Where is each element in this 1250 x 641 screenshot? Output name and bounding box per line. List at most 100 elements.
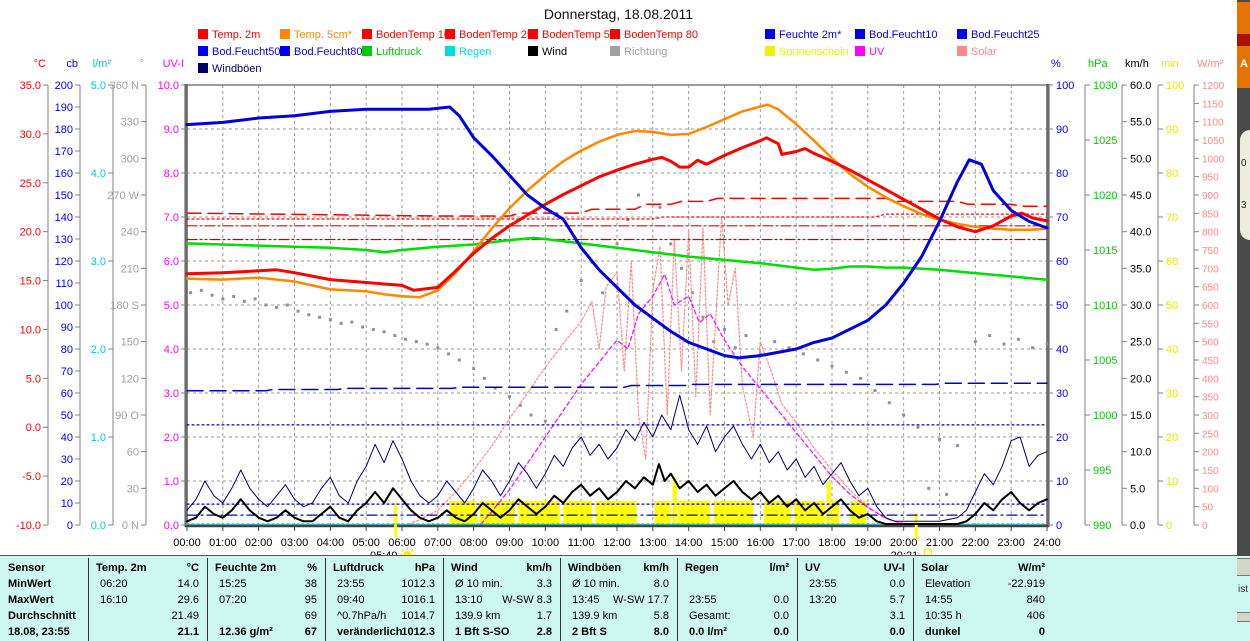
background-app-icon-bar	[1237, 34, 1250, 46]
stat-value: 14.0	[177, 578, 199, 590]
legend-item-bodentemp-50[interactable]: BodenTemp 50	[528, 29, 616, 41]
svg-text:5.0: 5.0	[26, 373, 41, 385]
legend-item-luftdruck[interactable]: Luftdruck	[362, 46, 421, 58]
svg-text:110: 110	[55, 278, 73, 290]
svg-text:km/h: km/h	[1125, 58, 1149, 70]
soil-moisture-axis: cb20019018017016015014013012011010090807…	[55, 58, 81, 532]
legend-swatch-icon	[765, 29, 775, 39]
svg-text:35.0: 35.0	[20, 80, 41, 92]
stat-value: 1012.3	[401, 578, 435, 590]
svg-text:1000: 1000	[1202, 154, 1225, 165]
svg-text:0: 0	[67, 520, 73, 532]
legend-label: Richtung	[624, 46, 668, 58]
svg-text:180 S: 180 S	[110, 300, 139, 312]
svg-text:120: 120	[121, 373, 139, 385]
svg-text:400: 400	[1202, 374, 1219, 385]
legend-swatch-icon	[528, 46, 538, 56]
svg-text:300: 300	[1202, 411, 1219, 422]
legend-label: BodenTemp 25	[459, 29, 533, 41]
stat-value: 1014.7	[401, 610, 435, 622]
legend-item-uv[interactable]: UV	[855, 46, 884, 58]
stat-value: 3.3	[536, 578, 552, 590]
svg-text:150: 150	[55, 190, 73, 202]
time-axis: 00:00 01:00 02:00 03:00 04:00 05:00 06:00 07:00…	[173, 527, 1061, 549]
group-unit: W/m²	[1018, 562, 1045, 574]
legend-item-sonnenschein[interactable]: Sonnenschein	[765, 46, 849, 58]
row-label: MinWert	[8, 578, 52, 590]
svg-text:04:00: 04:00	[317, 537, 345, 549]
plot-grid	[187, 85, 1047, 525]
svg-text:30: 30	[1166, 388, 1178, 400]
svg-text:70: 70	[61, 366, 73, 378]
svg-text:2.0: 2.0	[91, 344, 106, 356]
svg-text:700: 700	[1202, 264, 1219, 275]
stat-time: 13:10	[455, 594, 483, 606]
row-label: 18.08, 23:55	[8, 626, 70, 638]
svg-text:20.0: 20.0	[20, 227, 41, 239]
group-unit: km/h	[526, 562, 552, 574]
legend-item-wind[interactable]: Wind	[528, 46, 567, 58]
legend-item-bodentemp-25[interactable]: BodenTemp 25	[445, 29, 533, 41]
svg-text:1020: 1020	[1093, 190, 1117, 202]
pressure-axis: hPa 1030 1025 1020 1015 1010 1005 1000 995 990	[1084, 58, 1117, 532]
legend-item-bodentemp-80[interactable]: BodenTemp 80	[610, 29, 698, 41]
stat-value: 406	[1026, 610, 1045, 622]
legend-item-regen[interactable]: Regen	[445, 46, 491, 58]
legend-item-bod-feucht50[interactable]: Bod.Feucht50	[198, 46, 281, 58]
legend-label: BodenTemp 50	[542, 29, 616, 41]
legend-item-bodentemp-10[interactable]: BodenTemp 10	[362, 29, 450, 41]
legend-item-bod-feucht25[interactable]: Bod.Feucht25	[957, 29, 1040, 41]
legend-item-solar[interactable]: Solar	[957, 46, 997, 58]
svg-text:150: 150	[1202, 466, 1219, 477]
svg-text:1100: 1100	[1202, 118, 1224, 129]
svg-text:120: 120	[55, 256, 73, 268]
group-unit: km/h	[643, 562, 669, 574]
stat-time: dunkel	[925, 626, 961, 638]
svg-text:08:00: 08:00	[460, 537, 488, 549]
svg-text:45.0: 45.0	[1130, 190, 1151, 202]
legend-item-bod-feucht80[interactable]: Bod.Feucht80	[280, 46, 363, 58]
legend-item-bod-feucht10[interactable]: Bod.Feucht10	[855, 29, 938, 41]
svg-text:0 N: 0 N	[122, 520, 139, 532]
svg-text:5.0: 5.0	[91, 80, 106, 92]
series-bodentemp-10	[186, 197, 1048, 217]
legend-item-temp-2m[interactable]: Temp. 2m	[198, 29, 260, 41]
legend-item-richtung[interactable]: Richtung	[610, 46, 667, 58]
series-temp-5cm	[185, 103, 1049, 299]
svg-text:100: 100	[55, 300, 73, 312]
stat-value: 1012.3	[401, 626, 435, 638]
table-separator	[325, 558, 326, 641]
legend-item-windb-en[interactable]: Windböen	[198, 63, 262, 75]
svg-text:2.0: 2.0	[164, 432, 179, 444]
svg-text:240: 240	[121, 227, 139, 239]
group-header: Feuchte 2m	[215, 562, 277, 574]
svg-text:90: 90	[1166, 124, 1178, 136]
stat-time: 12.36 g/m²	[219, 626, 273, 638]
solar-axis: W/m²120011501100105010009509008508007507…	[1193, 58, 1225, 532]
svg-text:UV-I: UV-I	[163, 58, 184, 70]
background-clock-face	[1240, 130, 1250, 240]
background-window-edge[interactable]: A 0 3 ist	[1237, 0, 1250, 641]
stat-value: 0.0	[773, 610, 789, 622]
wind-axis: km/h 60.0 55.0 50.0 45.0 40.0 35.0 30.0 25.0 20.0…	[1121, 58, 1151, 532]
svg-text:1015: 1015	[1093, 245, 1117, 257]
svg-text:0.0: 0.0	[1130, 520, 1145, 532]
svg-text:1150: 1150	[1202, 99, 1224, 110]
column-header: Sensor	[8, 562, 46, 574]
stat-time: 09:40	[337, 594, 365, 606]
svg-text:250: 250	[1202, 429, 1219, 440]
legend-swatch-icon	[957, 46, 967, 56]
legend-item-temp-5cm-[interactable]: Temp. 5cm*	[280, 29, 352, 41]
group-header: Regen	[685, 562, 719, 574]
stat-value: 67	[304, 626, 317, 638]
legend-label: Luftdruck	[376, 46, 422, 58]
table-separator	[88, 558, 89, 641]
stat-value: 21.1	[177, 626, 199, 638]
svg-text:01:00: 01:00	[209, 537, 237, 549]
stat-value: 95	[304, 594, 317, 606]
group-header: Temp. 2m	[96, 562, 147, 574]
stat-value: 38	[304, 578, 317, 590]
svg-text:130: 130	[55, 234, 73, 246]
legend-item-feuchte-2m-[interactable]: Feuchte 2m*	[765, 29, 841, 41]
